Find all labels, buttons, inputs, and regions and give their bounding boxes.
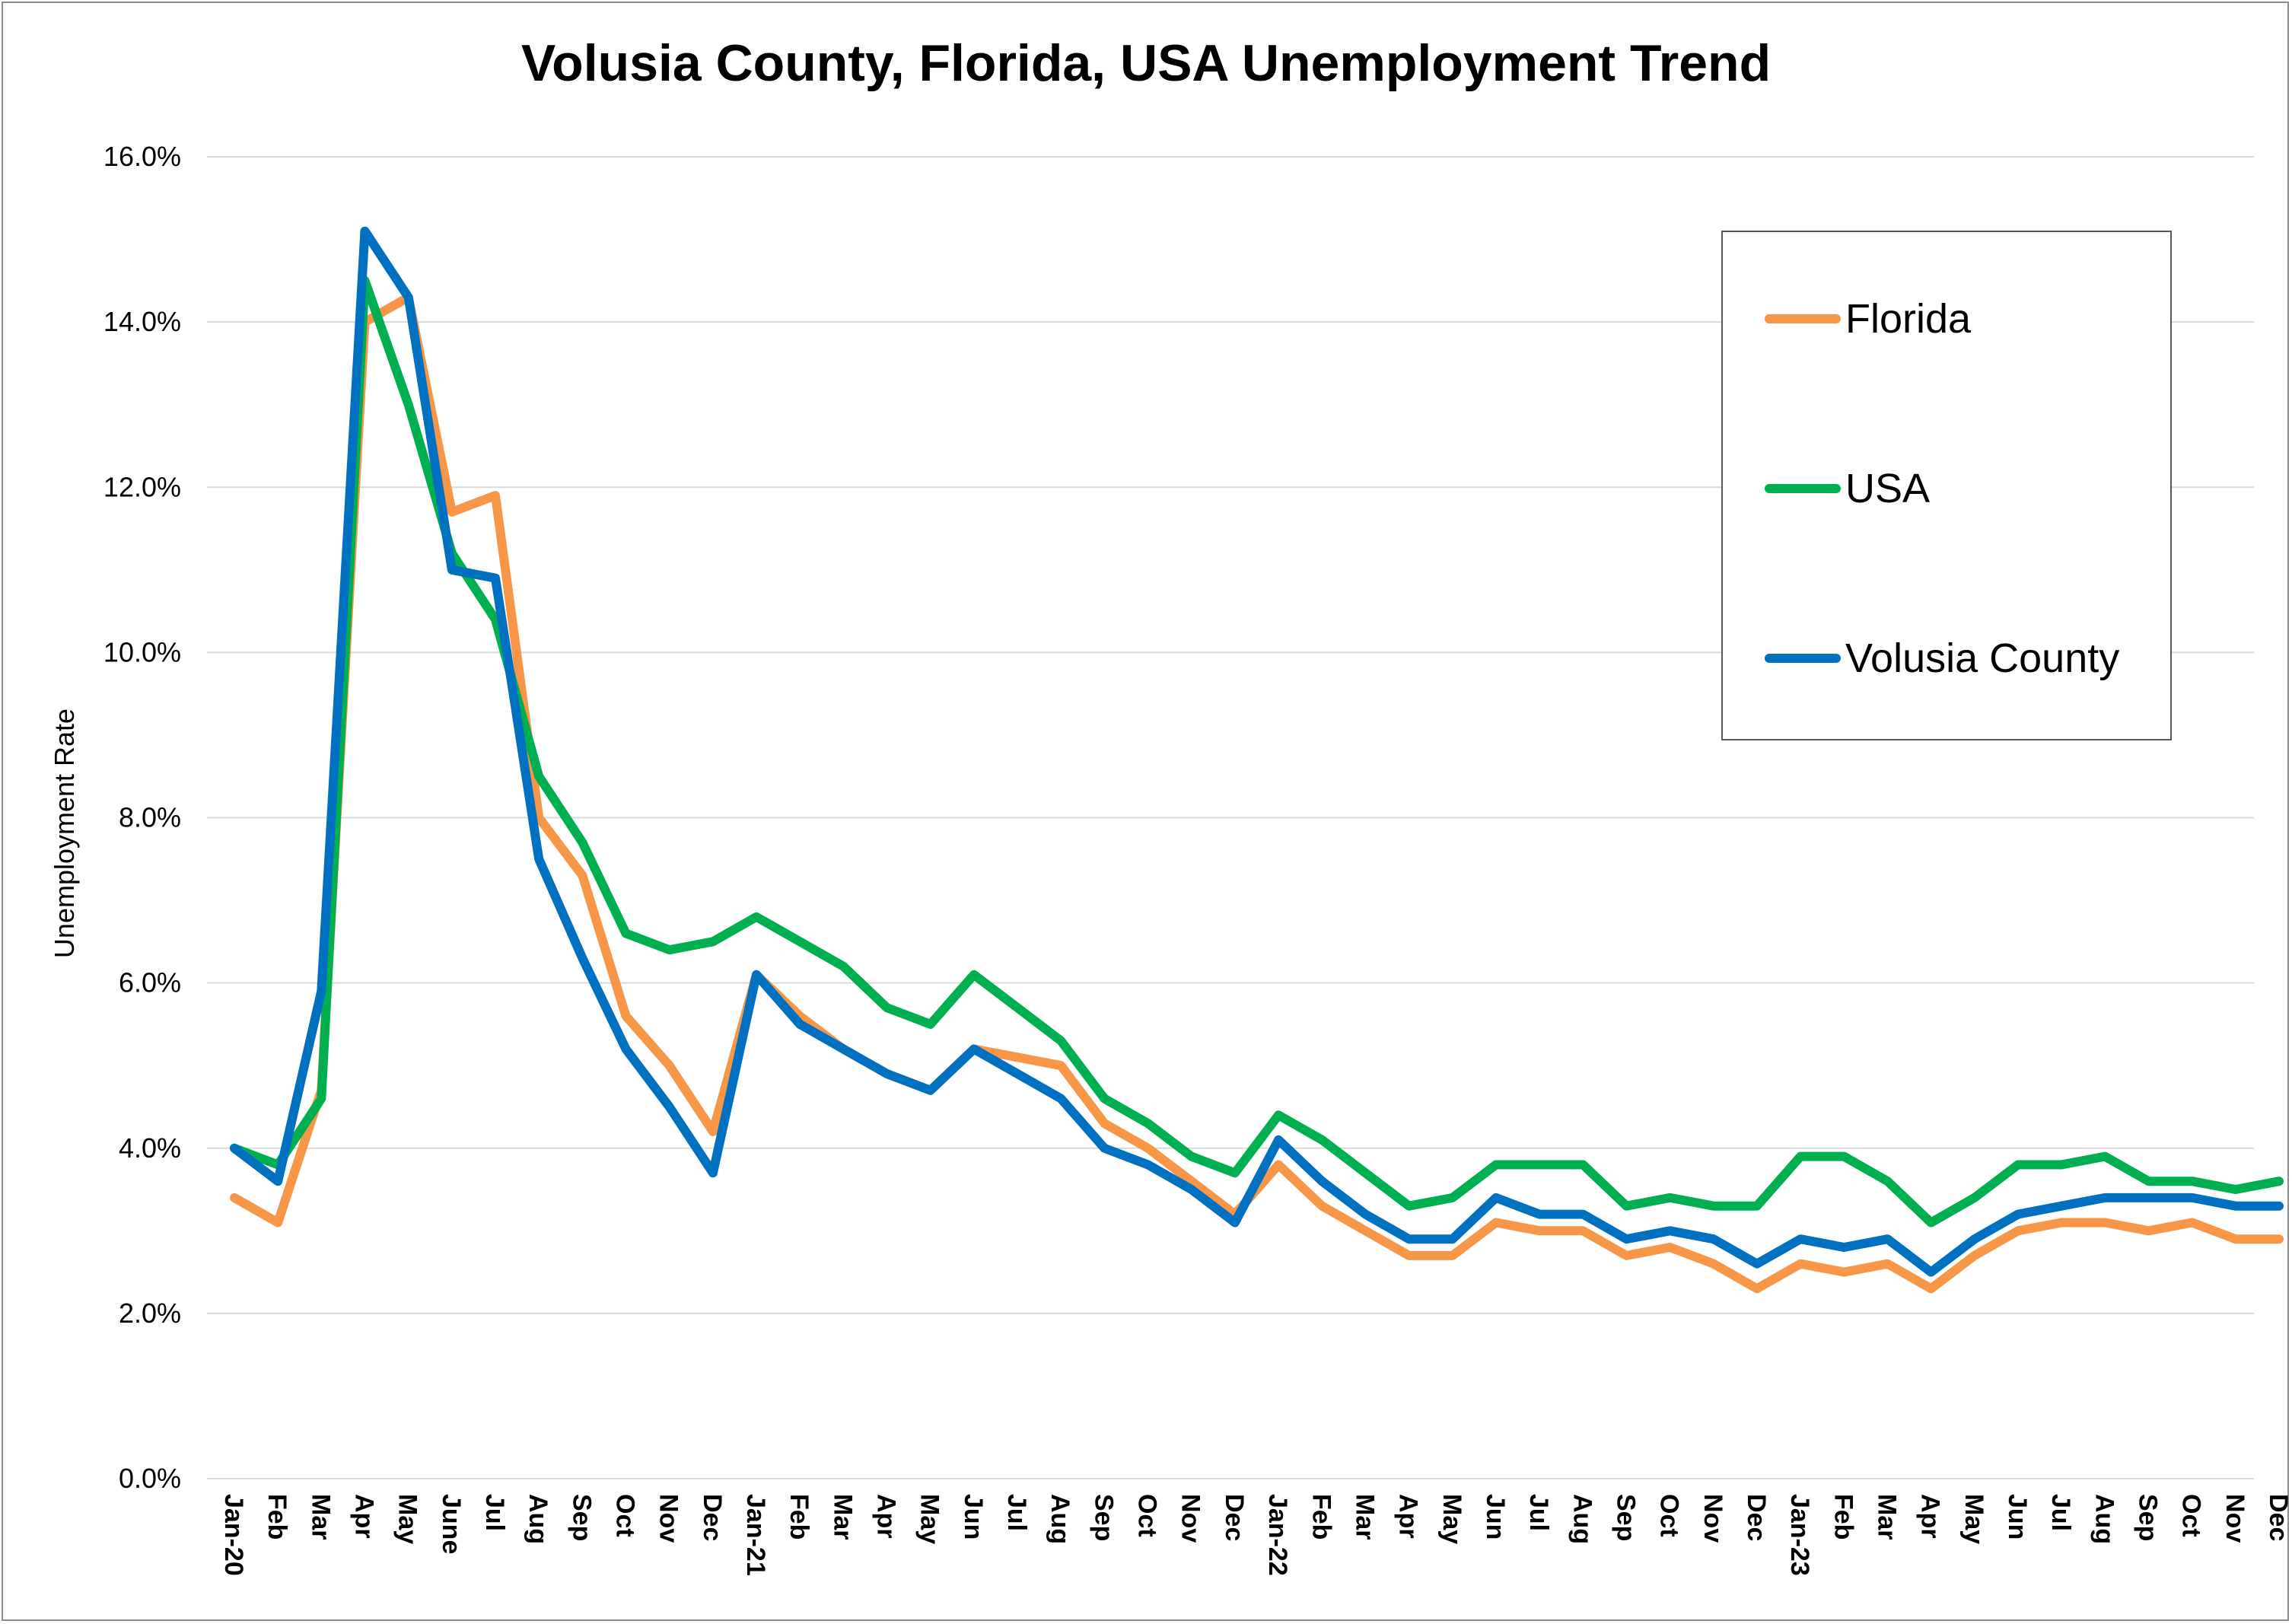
x-tick-label: Apr [1916,1494,1945,1539]
series-line-usa [230,275,2284,1228]
legend-label-volusia: Volusia County [1845,635,2120,681]
x-tick-label: May [393,1494,422,1544]
y-axis-ticks: 0.0% 2.0% 4.0% 6.0% 8.0% 10.0% 12.0% 14.0% 16.0% [103,141,181,1494]
x-tick-label: Nov [654,1494,683,1543]
y-tick-label: 12.0% [103,471,181,502]
x-tick-label: Dec [1742,1494,1771,1541]
x-tick-label: Jun [959,1494,988,1540]
x-tick-label: Nov [1698,1494,1727,1543]
x-tick-label: Oct [2177,1494,2206,1537]
legend-item-usa: USA [1765,466,1930,511]
x-tick-label: May [1437,1494,1466,1544]
x-tick-label: Jul [1524,1494,1553,1531]
y-tick-label: 6.0% [119,967,181,998]
x-tick-label: Jun [1481,1494,1510,1540]
legend-swatch-volusia [1765,654,1841,663]
y-tick-label: 16.0% [103,141,181,172]
x-tick-label: May [1959,1494,1988,1544]
x-tick-label: Mar [1872,1494,1901,1540]
y-tick-label: 2.0% [119,1298,181,1329]
x-tick-label: Aug [2090,1494,2119,1544]
x-tick-label: Jan-20 [219,1494,248,1576]
x-tick-label: Sep [567,1494,596,1541]
x-tick-label: Feb [1829,1494,1857,1540]
x-tick-label: Feb [785,1494,813,1540]
x-tick-label: Jul [2046,1494,2075,1531]
x-tick-label: Apr [872,1494,901,1539]
x-tick-label: Jun [2003,1494,2032,1540]
y-tick-label: 14.0% [103,306,181,337]
legend-swatch-usa [1765,484,1841,493]
x-tick-label: Sep [2133,1494,2162,1541]
x-tick-label: June [437,1494,466,1554]
y-tick-label: 10.0% [103,636,181,667]
x-tick-label: Oct [611,1494,640,1537]
y-tick-label: 0.0% [119,1463,181,1494]
x-tick-label: Feb [263,1494,291,1540]
x-tick-label: Dec [698,1494,727,1541]
x-tick-label: Dec [2264,1494,2292,1541]
x-tick-label: Aug [1046,1494,1074,1544]
legend-swatch-florida [1765,314,1841,323]
legend-item-volusia: Volusia County [1765,635,2119,681]
x-tick-label: Aug [524,1494,552,1544]
x-tick-label: Nov [2220,1494,2249,1543]
x-tick-label: Jan-23 [1785,1494,1814,1576]
series-lines [230,226,2284,1294]
x-tick-label: Jul [480,1494,509,1531]
x-tick-label: Mar [1350,1494,1379,1540]
chart-title: Volusia County, Florida, USA Unemploymen… [520,34,1772,92]
x-tick-label: Oct [1655,1494,1684,1537]
x-tick-label: Mar [828,1494,857,1540]
x-tick-label: Aug [1568,1494,1596,1544]
x-tick-label: Dec [1220,1494,1249,1541]
x-tick-label: Feb [1307,1494,1335,1540]
legend: Florida USA Volusia County [1721,231,2172,740]
legend-label-florida: Florida [1845,296,1972,342]
x-tick-label: Nov [1176,1494,1205,1543]
x-tick-label: Apr [1394,1494,1423,1539]
x-tick-label: Sep [1089,1494,1118,1541]
x-tick-label: Jan-21 [741,1494,770,1576]
legend-label-usa: USA [1845,466,1931,511]
x-axis-ticks: Jan-20 Feb Mar Apr May June Jul Aug Sep Oct Nov Dec… [219,1494,2292,1576]
y-tick-label: 4.0% [119,1132,181,1164]
x-tick-label: Jul [1002,1494,1031,1531]
x-tick-label: Sep [1611,1494,1640,1541]
y-tick-label: 8.0% [119,802,181,833]
x-tick-label: Jan-22 [1263,1494,1292,1576]
x-tick-label: Apr [350,1494,379,1539]
x-tick-label: Oct [1133,1494,1162,1537]
legend-item-florida: Florida [1765,296,1971,342]
x-tick-label: Mar [306,1494,335,1540]
series-line-volusia-county [230,226,2284,1277]
x-tick-label: May [915,1494,944,1544]
